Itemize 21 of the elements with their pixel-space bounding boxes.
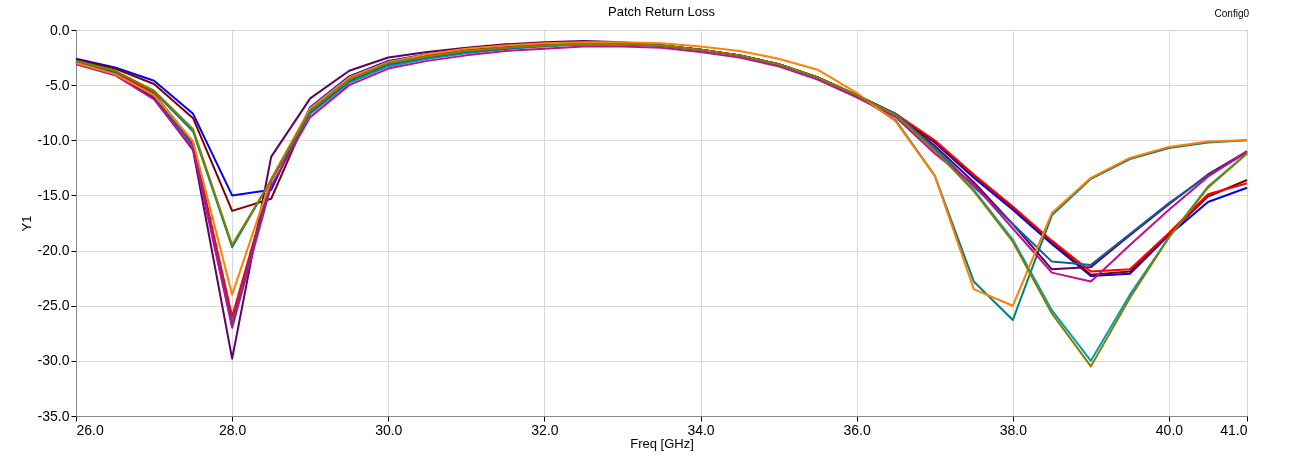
y-tick-label: -35.0 bbox=[37, 407, 70, 424]
x-axis-title: Freq [GHz] bbox=[630, 435, 694, 451]
text: Config0 bbox=[1214, 8, 1249, 19]
y-tick-label: -10.0 bbox=[37, 131, 70, 148]
x-tick-label: 40.0 bbox=[1155, 421, 1184, 438]
chart-title: Patch Return Loss bbox=[608, 4, 716, 19]
x-tick-label: 38.0 bbox=[999, 421, 1028, 438]
x-tick-label: 41.0 bbox=[1220, 421, 1248, 438]
x-tick-label: 34.0 bbox=[687, 421, 715, 438]
y-tick-label: -5.0 bbox=[45, 76, 70, 93]
y-tick-label: -30.0 bbox=[37, 352, 70, 369]
x-tick-label: 26.0 bbox=[76, 421, 104, 438]
x-tick-label: 30.0 bbox=[375, 421, 403, 438]
y-tick-label: -25.0 bbox=[37, 297, 70, 314]
y-tick-label: 0.0 bbox=[50, 21, 70, 38]
x-tick-label: 36.0 bbox=[843, 421, 871, 438]
x-tick-label: 28.0 bbox=[219, 421, 247, 438]
y-tick-label: -15.0 bbox=[37, 186, 70, 203]
y-tick-label: -20.0 bbox=[37, 242, 70, 259]
y-axis-title: Y1 bbox=[18, 215, 34, 232]
x-tick-label: 32.0 bbox=[531, 421, 559, 438]
